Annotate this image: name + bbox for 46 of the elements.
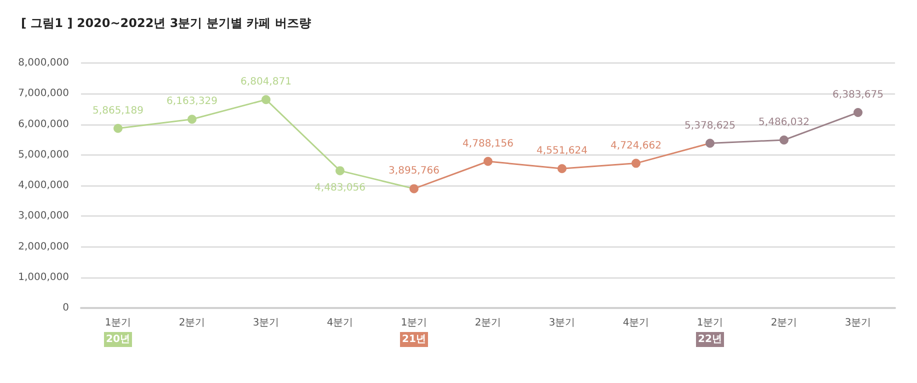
chart-title: [ 그림1 ] 2020~2022년 3분기 분기별 카페 버즈량 (21, 16, 311, 30)
text: 21년 (402, 334, 426, 345)
x-tick-label: 1분기 (104, 318, 132, 328)
x-tick-label: 3분기 (252, 318, 280, 328)
point (780, 135, 788, 144)
point (114, 124, 122, 133)
data-label: 4,551,624 (536, 146, 588, 157)
data-label: 5,865,189 (92, 105, 144, 116)
data-label: 4,724,662 (610, 140, 662, 152)
data-label: 3,895,766 (388, 166, 440, 177)
data-label: 6,383,675 (832, 90, 884, 100)
x-tick-label: 4분기 (622, 318, 650, 328)
y-tick-label: 2,000,000 (18, 241, 69, 252)
x-tick-label: 2분기 (178, 318, 206, 328)
y-tick-label: 0 (62, 302, 69, 314)
text: 22년 (698, 334, 722, 345)
data-label: 5,486,032 (758, 116, 810, 128)
point (706, 138, 714, 148)
point (262, 95, 270, 104)
text: 20년 (106, 334, 130, 345)
x-tick-label: 2분기 (474, 318, 502, 328)
data-label: 6,804,871 (240, 76, 292, 88)
y-tick-label: 3,000,000 (18, 210, 69, 222)
y-tick-label: 7,000,000 (18, 88, 69, 100)
point (484, 156, 492, 166)
point (558, 164, 566, 174)
y-tick-label: 1,000,000 (18, 272, 69, 283)
data-label: 6,163,329 (166, 96, 218, 108)
data-label: 4,788,156 (462, 138, 514, 150)
x-tick-label: 3분기 (548, 318, 576, 328)
x-tick-label: 3분기 (844, 318, 872, 328)
y-tick-label: 5,000,000 (18, 149, 69, 160)
point (854, 108, 862, 117)
point (410, 184, 418, 194)
y-tick-label: 6,000,000 (18, 118, 69, 130)
y-tick-label: 4,000,000 (18, 180, 69, 191)
point (336, 166, 344, 176)
data-label: 4,483,056 (314, 182, 366, 194)
x-tick-label: 4분기 (326, 318, 354, 328)
x-tick-label: 2분기 (770, 318, 798, 328)
data-label: 5,378,625 (684, 120, 736, 132)
x-tick-label: 1분기 (400, 318, 428, 328)
point (632, 158, 640, 168)
y-tick-label: 8,000,000 (18, 58, 69, 68)
point (188, 114, 196, 124)
x-tick-label: 1분기 (696, 318, 724, 328)
